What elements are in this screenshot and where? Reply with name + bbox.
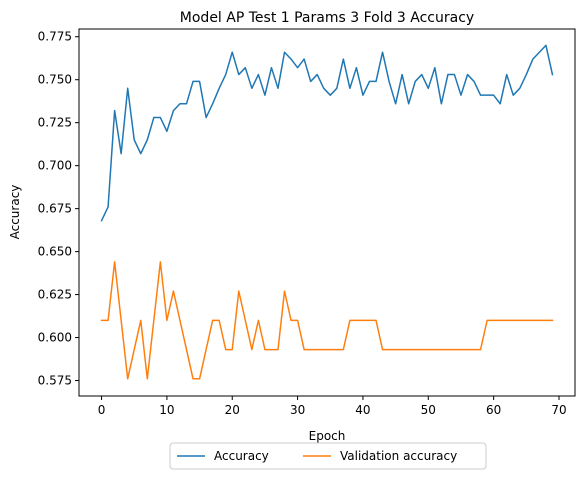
y-axis: 0.575 0.600 0.625 0.650 0.675 0.700 0.725 0.750… [38,30,79,388]
legend-label-validation-accuracy: Validation accuracy [340,449,457,463]
x-tick-label: 10 [159,403,174,417]
x-axis: 0 10 20 30 40 50 60 70 [98,396,567,417]
legend-label-accuracy: Accuracy [214,449,269,463]
y-axis-label: Accuracy [8,185,22,240]
y-tick-label: 0.675 [38,202,72,216]
y-tick-label: 0.700 [38,159,72,173]
y-tick-label: 0.600 [38,331,72,345]
y-tick-label: 0.775 [38,30,72,44]
x-tick-label: 0 [98,403,106,417]
x-tick-label: 70 [551,403,566,417]
series-layer [100,44,554,380]
legend: Accuracy Validation accuracy [169,442,487,470]
series-line-validation-accuracy [100,261,554,380]
y-tick-label: 0.650 [38,245,72,259]
x-tick-label: 60 [486,403,501,417]
series-line-accuracy [100,44,554,222]
x-tick-label: 30 [290,403,305,417]
x-tick-label: 50 [421,403,436,417]
y-tick-label: 0.575 [38,374,72,388]
y-tick-label: 0.725 [38,116,72,130]
y-tick-label: 0.625 [38,288,72,302]
x-tick-label: 40 [355,403,370,417]
y-tick-label: 0.750 [38,73,72,87]
chart-title: Model AP Test 1 Params 3 Fold 3 Accuracy [180,10,474,26]
x-axis-label: Epoch [309,429,346,443]
plot-frame [78,28,576,397]
x-tick-label: 20 [225,403,240,417]
